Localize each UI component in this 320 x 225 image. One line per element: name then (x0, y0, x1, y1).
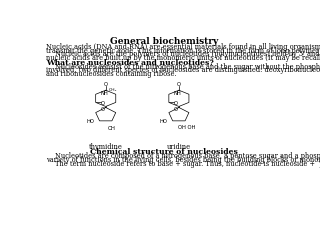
Text: Nucleosides consist of the nitrogenous base and the sugar without the phosphate.: Nucleosides consist of the nitrogenous b… (55, 62, 320, 70)
Text: The term nucleoside refers to base + sugar. Thus, nucleotide is nucleoside +  ph: The term nucleoside refers to base + sug… (55, 159, 320, 167)
Text: transmit the genetic code. This information is stored in the form of long polyme: transmit the genetic code. This informat… (46, 46, 320, 54)
Text: O: O (177, 82, 181, 87)
Text: O: O (101, 107, 105, 112)
Text: uridine: uridine (167, 142, 191, 150)
Text: O: O (174, 107, 178, 112)
Text: and ribonucleosides containing ribose.: and ribonucleosides containing ribose. (46, 70, 177, 78)
Text: O: O (101, 100, 105, 106)
Text: O: O (174, 100, 178, 106)
Text: Nucleotides are composed of a nitrogenous base, a pentose sugar and a phosphate.: Nucleotides are composed of a nitrogenou… (55, 151, 320, 159)
Text: HO: HO (86, 119, 94, 124)
Text: Chemical structure of nucleosides: Chemical structure of nucleosides (90, 147, 238, 155)
Text: OH: OH (108, 125, 116, 130)
Text: involved, two different species of nucleosides are distinguished: deoxyribonucle: involved, two different species of nucle… (46, 66, 320, 74)
Text: NH: NH (100, 91, 108, 96)
Text: variety of functions in the living cells, besides being the building blocks or m: variety of functions in the living cells… (46, 155, 320, 163)
Text: General biochemistry: General biochemistry (110, 36, 218, 45)
Text: thymidine: thymidine (89, 142, 123, 150)
Text: NH: NH (173, 91, 181, 96)
Text: CH₃: CH₃ (108, 88, 117, 92)
Text: nucleic acids are built up by the monomeric units of nucleotides (It may be reca: nucleic acids are built up by the monome… (46, 54, 320, 62)
Text: Nucleic acids are the polymers of nucleotides (polynucleotides) held by 3' and 5: Nucleic acids are the polymers of nucleo… (55, 50, 320, 58)
Text: O: O (104, 82, 108, 87)
Text: OH OH: OH OH (179, 125, 196, 130)
Text: What are nucleosides and nucleotides?: What are nucleosides and nucleotides? (46, 58, 214, 67)
Text: HO: HO (160, 119, 167, 124)
Text: Nucleic acids (DNA and RNA) are essential materials found in all living organism: Nucleic acids (DNA and RNA) are essentia… (46, 43, 320, 51)
